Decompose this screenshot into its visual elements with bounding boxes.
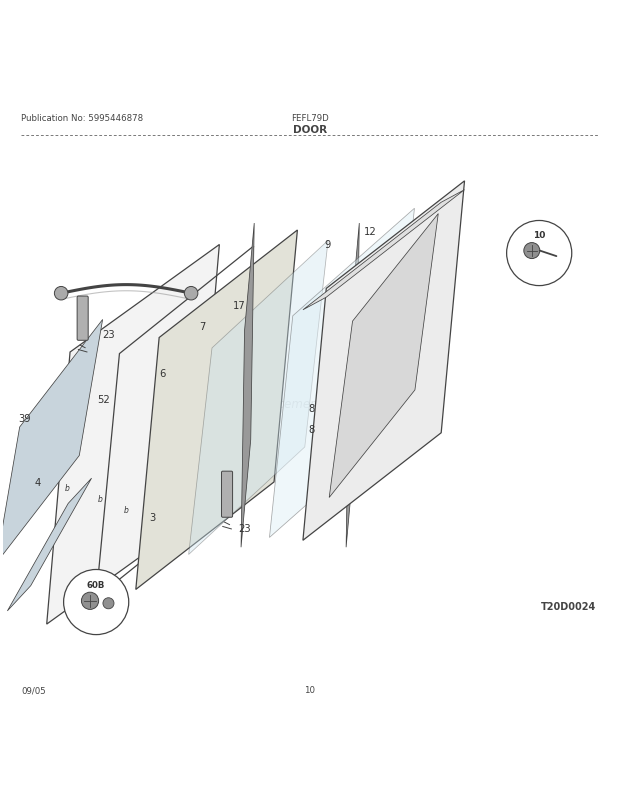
Text: 6: 6: [159, 368, 166, 379]
Text: 60B: 60B: [87, 581, 105, 589]
Circle shape: [184, 287, 198, 301]
Polygon shape: [188, 241, 328, 555]
Text: 12: 12: [363, 227, 376, 237]
Circle shape: [103, 598, 114, 609]
Polygon shape: [241, 224, 254, 548]
Text: Publication No: 5995446878: Publication No: 5995446878: [21, 114, 143, 123]
Text: 10: 10: [304, 686, 316, 695]
Polygon shape: [270, 209, 414, 538]
FancyBboxPatch shape: [77, 297, 88, 341]
Text: eReplacementParts.com: eReplacementParts.com: [238, 398, 382, 411]
Text: 4: 4: [35, 477, 41, 487]
Text: 7: 7: [199, 321, 206, 331]
Text: FEFL79D: FEFL79D: [291, 114, 329, 123]
Polygon shape: [303, 181, 464, 541]
Text: 9: 9: [324, 240, 330, 250]
Polygon shape: [0, 320, 103, 563]
Text: b: b: [64, 484, 69, 492]
Polygon shape: [303, 190, 464, 310]
Circle shape: [64, 569, 129, 635]
Text: 17: 17: [233, 301, 246, 311]
Text: 52: 52: [97, 394, 110, 404]
Text: 23: 23: [102, 330, 115, 340]
Circle shape: [81, 593, 99, 610]
Polygon shape: [346, 224, 360, 548]
Text: 09/05: 09/05: [21, 686, 46, 695]
Text: 8: 8: [309, 424, 315, 434]
Polygon shape: [136, 231, 298, 589]
Text: 23: 23: [238, 523, 250, 533]
Circle shape: [524, 243, 540, 259]
Polygon shape: [329, 214, 438, 498]
FancyBboxPatch shape: [221, 472, 232, 517]
Text: b: b: [123, 506, 128, 515]
Polygon shape: [46, 245, 219, 624]
Circle shape: [55, 287, 68, 301]
Circle shape: [507, 221, 572, 286]
Polygon shape: [7, 479, 92, 611]
Text: b: b: [97, 495, 102, 504]
Text: 39: 39: [19, 413, 31, 423]
Text: DOOR: DOOR: [293, 125, 327, 135]
Text: 3: 3: [149, 512, 155, 523]
Text: T20D0024: T20D0024: [541, 602, 596, 612]
Text: 10: 10: [533, 231, 546, 240]
Text: 8: 8: [309, 403, 315, 413]
